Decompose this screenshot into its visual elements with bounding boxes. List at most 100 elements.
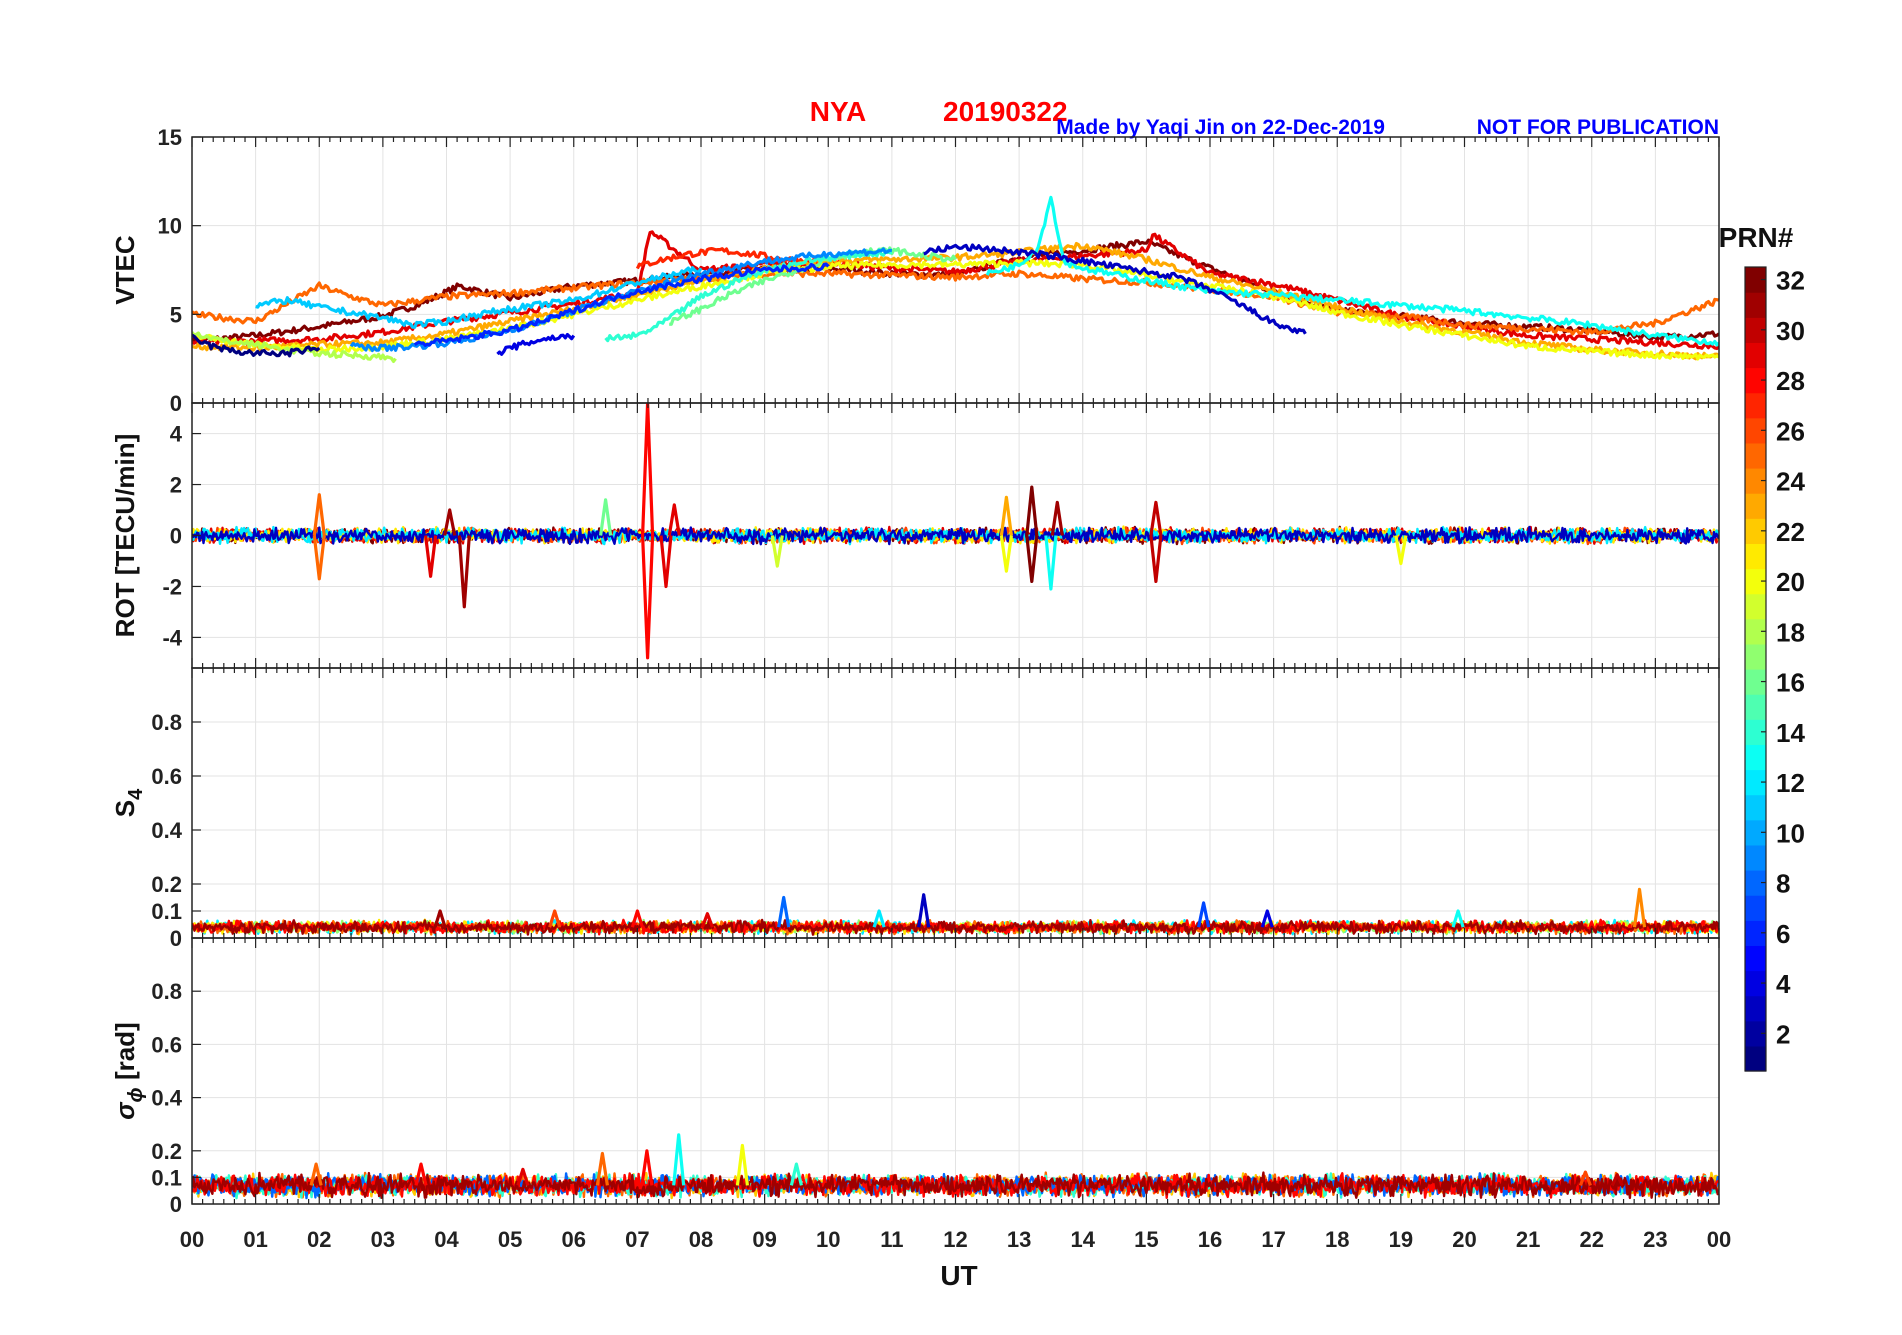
x-tick-label: 22: [1580, 1227, 1604, 1252]
xticks-rot: [191, 403, 1720, 668]
x-tick-label: 00: [1707, 1227, 1731, 1252]
title-station: NYA: [810, 96, 867, 127]
y-tick-label-rot: -2: [162, 574, 182, 599]
colorbar-tick-label: 32: [1776, 266, 1805, 296]
credit-text: Made by Yaqi Jin on 22-Dec-2019: [1056, 116, 1385, 139]
spike-s4: [1197, 901, 1211, 928]
spike-rot: [1025, 535, 1039, 583]
spike-rot: [312, 535, 326, 581]
spike-sigma_phi: [640, 1149, 654, 1186]
colorbar-swatch-prn-3: [1745, 995, 1766, 1022]
colorbar-tick-label: 22: [1776, 517, 1805, 547]
y-tick-label-rot: 0: [170, 524, 182, 549]
spike-sigma_phi: [789, 1162, 803, 1186]
spike-rot: [1044, 535, 1058, 591]
spike-rot: [1149, 500, 1163, 536]
panel-sigma_phi: 00.10.20.40.60.8σϕ [rad]: [110, 937, 1720, 1217]
publication-notice: NOT FOR PUBLICATION: [1477, 116, 1719, 139]
grid-s4: [191, 668, 1720, 939]
x-tick-label: 20: [1452, 1227, 1476, 1252]
spike-s4: [872, 909, 886, 928]
colorbar-swatch-prn-23: [1745, 493, 1766, 519]
colorbar-tick-label: 10: [1776, 818, 1805, 848]
y-label-main: σ: [110, 1101, 140, 1120]
xticks-s4: [191, 668, 1720, 938]
x-tick-label: 16: [1198, 1227, 1222, 1252]
y-tick-label-sigma_phi: 0.8: [151, 979, 182, 1004]
x-tick-label: 00: [180, 1227, 204, 1252]
colorbar-swatch-prn-29: [1745, 342, 1766, 369]
colorbar-swatch-prn-1: [1745, 1045, 1766, 1072]
y-axis-label-vtec: VTEC: [110, 235, 140, 305]
spike-sigma_phi: [516, 1167, 530, 1186]
x-tick-label: 17: [1261, 1227, 1285, 1252]
y-axis-label-sigma_phi: σϕ [rad]: [110, 1022, 147, 1119]
panel-s4: 00.10.2 0.4 0.6 0.8 S4: [110, 667, 1720, 951]
colorbar-tick-label: 18: [1776, 617, 1805, 647]
x-tick-label: 06: [562, 1227, 586, 1252]
spike-rot: [1394, 535, 1408, 566]
spike-rot: [641, 403, 655, 536]
colorbar-swatch-prn-18: [1745, 618, 1766, 645]
spike-s4: [548, 909, 562, 928]
colorbar-swatch-prn-5: [1745, 945, 1766, 972]
colorbar-tick-label: 2: [1776, 1019, 1790, 1049]
y-axis-label-rot: ROT [TECU/min]: [110, 434, 140, 638]
y-tick-label-sigma_phi: 0.6: [151, 1032, 182, 1057]
colorbar-swatch-prn-16: [1745, 669, 1766, 695]
spike-rot: [443, 508, 457, 536]
vtec-series-prn-20: [192, 258, 1719, 361]
colorbar-swatch-prn-19: [1745, 593, 1766, 620]
x-tick-label: 23: [1643, 1227, 1667, 1252]
spike-s4: [1632, 887, 1647, 928]
colorbar-swatch-prn-25: [1745, 442, 1766, 469]
colorbar-swatch-prn-7: [1745, 895, 1766, 921]
x-tick-label: 08: [689, 1227, 713, 1252]
y-tick-label-s4: 0.4: [151, 818, 182, 843]
spike-rot: [457, 535, 471, 609]
x-tick-label: 05: [498, 1227, 522, 1252]
data-rot: [192, 403, 1719, 660]
y-tick-label-s4: 0.8: [151, 710, 182, 735]
spike-s4: [630, 909, 644, 928]
x-tick-label: 09: [752, 1227, 776, 1252]
colorbar-swatch-prn-4: [1745, 970, 1766, 997]
colorbar-tick-label: 30: [1776, 316, 1805, 346]
colorbar-swatch-prn-6: [1745, 920, 1766, 946]
spike-s4: [1451, 909, 1465, 928]
y-tick-label-s4: 0.1: [151, 899, 182, 924]
y-label-subscript: 4: [125, 788, 147, 800]
colorbar-swatch-prn-21: [1745, 543, 1766, 570]
y-tick-label-rot: -4: [162, 625, 182, 650]
spike-sigma_phi: [672, 1133, 686, 1186]
x-tick-label: 21: [1516, 1227, 1540, 1252]
y-tick-label-vtec: 0: [170, 391, 182, 416]
y-label-suffix: [rad]: [110, 1022, 140, 1087]
y-tick-label-rot: 4: [170, 422, 183, 447]
colorbar-tick-label: 12: [1776, 768, 1805, 798]
vtec-series-prn-3: [923, 243, 1307, 335]
vtec-series-prn-4: [496, 332, 576, 356]
spike-rot: [641, 535, 655, 660]
y-tick-label-s4: 0: [170, 926, 182, 951]
y-tick-label-rot: 2: [170, 473, 182, 498]
x-tick-label: 03: [371, 1227, 395, 1252]
x-tick-label: 02: [307, 1227, 331, 1252]
y-tick-label-sigma_phi: 0.4: [151, 1086, 182, 1111]
colorbar-tick-label: 24: [1776, 467, 1805, 497]
colorbar-tick-label: 20: [1776, 567, 1805, 597]
spike-rot: [1050, 500, 1064, 536]
vtec-series-prn-18: [192, 331, 397, 363]
spike-rot: [999, 535, 1013, 573]
x-tick-label: 14: [1071, 1227, 1096, 1252]
data-sigma_phi: [192, 1133, 1719, 1200]
colorbar-swatch-prn-8: [1745, 870, 1766, 896]
colorbar-swatch-prn-17: [1745, 643, 1766, 670]
colorbar-label: PRN#: [1719, 222, 1794, 253]
spike-s4: [777, 895, 791, 928]
vtec-series-prn-1: [192, 333, 321, 358]
x-tick-label: 13: [1007, 1227, 1031, 1252]
spike-sigma_phi: [309, 1162, 323, 1186]
